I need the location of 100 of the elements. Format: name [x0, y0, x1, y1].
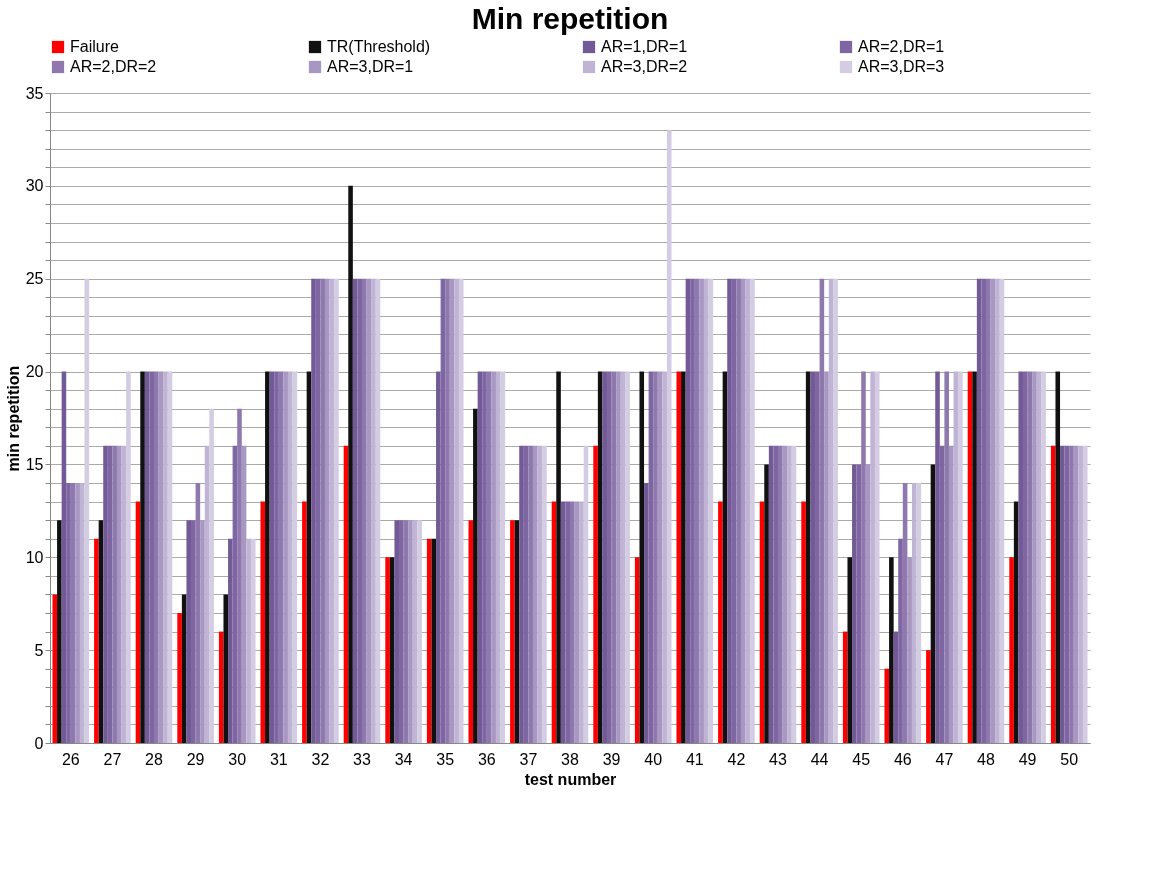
y-axis-title: min repetition [4, 365, 22, 472]
bar [666, 130, 672, 743]
legend-label: AR=3,DR=1 [327, 58, 414, 75]
bar [542, 445, 547, 743]
bar [209, 408, 214, 743]
bar [593, 445, 598, 743]
bar [324, 278, 330, 743]
x-tick-label: 39 [602, 750, 621, 768]
bar [454, 278, 459, 743]
bar [311, 278, 316, 743]
x-tick-label: 35 [436, 750, 455, 768]
bar [283, 371, 288, 743]
bar [154, 371, 159, 743]
chart-title: Min repetition [471, 2, 669, 35]
x-tick-label: 45 [852, 750, 871, 768]
bar [75, 483, 80, 743]
bar [510, 520, 515, 743]
bar [662, 371, 667, 743]
bar [57, 520, 62, 743]
bar [870, 371, 875, 743]
legend-label: AR=2,DR=1 [858, 38, 945, 55]
x-tick-label: 44 [810, 750, 829, 768]
legend-label: TR(Threshold) [327, 38, 431, 55]
bar [126, 371, 131, 743]
y-tick-label: 10 [25, 548, 44, 566]
bar [981, 278, 986, 743]
bar [935, 371, 940, 743]
bar [445, 278, 450, 743]
bar [740, 278, 746, 743]
bar [995, 278, 1000, 743]
bar [861, 371, 866, 743]
bar [519, 445, 524, 743]
bar [260, 501, 266, 743]
bar [718, 501, 723, 743]
bar [417, 520, 422, 743]
bar [1060, 445, 1065, 743]
bar [911, 483, 917, 743]
bar [385, 557, 390, 743]
x-tick-label: 38 [561, 750, 579, 768]
x-tick-label: 26 [61, 750, 80, 768]
bar [163, 371, 168, 743]
bar [750, 278, 755, 743]
bar [1018, 371, 1024, 743]
bar [458, 278, 464, 743]
bar [495, 371, 501, 743]
y-tick-label: 5 [34, 641, 44, 659]
y-tick-label: 30 [25, 177, 44, 195]
bar [1041, 371, 1046, 743]
legend-label: AR=3,DR=2 [601, 58, 688, 75]
bar [1032, 371, 1037, 743]
bar [570, 501, 575, 743]
x-tick-label: 27 [103, 750, 122, 768]
bar [824, 371, 829, 743]
bar [250, 538, 256, 743]
bar [320, 278, 325, 743]
bar [681, 371, 686, 743]
bar [874, 371, 880, 743]
bar [773, 445, 778, 743]
bar [177, 613, 182, 743]
bar [639, 371, 645, 743]
bar [140, 371, 145, 743]
y-tick-label: 35 [25, 84, 44, 102]
bar [1009, 557, 1014, 743]
x-tick-label: 31 [269, 750, 288, 768]
bar [528, 445, 533, 743]
x-tick-label: 29 [186, 750, 205, 768]
bar [699, 278, 704, 743]
bar [676, 371, 682, 743]
bar [482, 371, 487, 743]
bar [1069, 445, 1074, 743]
bar [302, 501, 307, 743]
bar [986, 278, 991, 743]
x-tick-label: 28 [145, 750, 163, 768]
bar [348, 185, 353, 743]
bar [958, 371, 963, 743]
x-tick-label: 42 [727, 750, 746, 768]
bar [833, 278, 838, 743]
bar [810, 371, 816, 743]
bar [431, 538, 437, 743]
bar [371, 278, 376, 743]
bar [1055, 371, 1061, 743]
bar [1082, 445, 1088, 743]
bar [736, 278, 741, 743]
x-axis-title: test number [524, 770, 617, 788]
legend-label: AR=3,DR=3 [858, 58, 945, 75]
x-tick-label: 41 [685, 750, 704, 768]
bar [898, 538, 903, 743]
bar [948, 445, 954, 743]
bar [602, 371, 608, 743]
x-tick-label: 49 [1018, 750, 1037, 768]
bar [223, 594, 229, 743]
legend-label: AR=2,DR=2 [70, 58, 157, 75]
x-tick-label: 40 [644, 750, 663, 768]
bar [79, 483, 85, 743]
y-tick-label: 25 [25, 270, 44, 288]
bar [532, 445, 538, 743]
bar [116, 445, 122, 743]
x-tick-label: 46 [893, 750, 912, 768]
bar [362, 278, 367, 743]
y-tick-label: 0 [34, 734, 44, 752]
